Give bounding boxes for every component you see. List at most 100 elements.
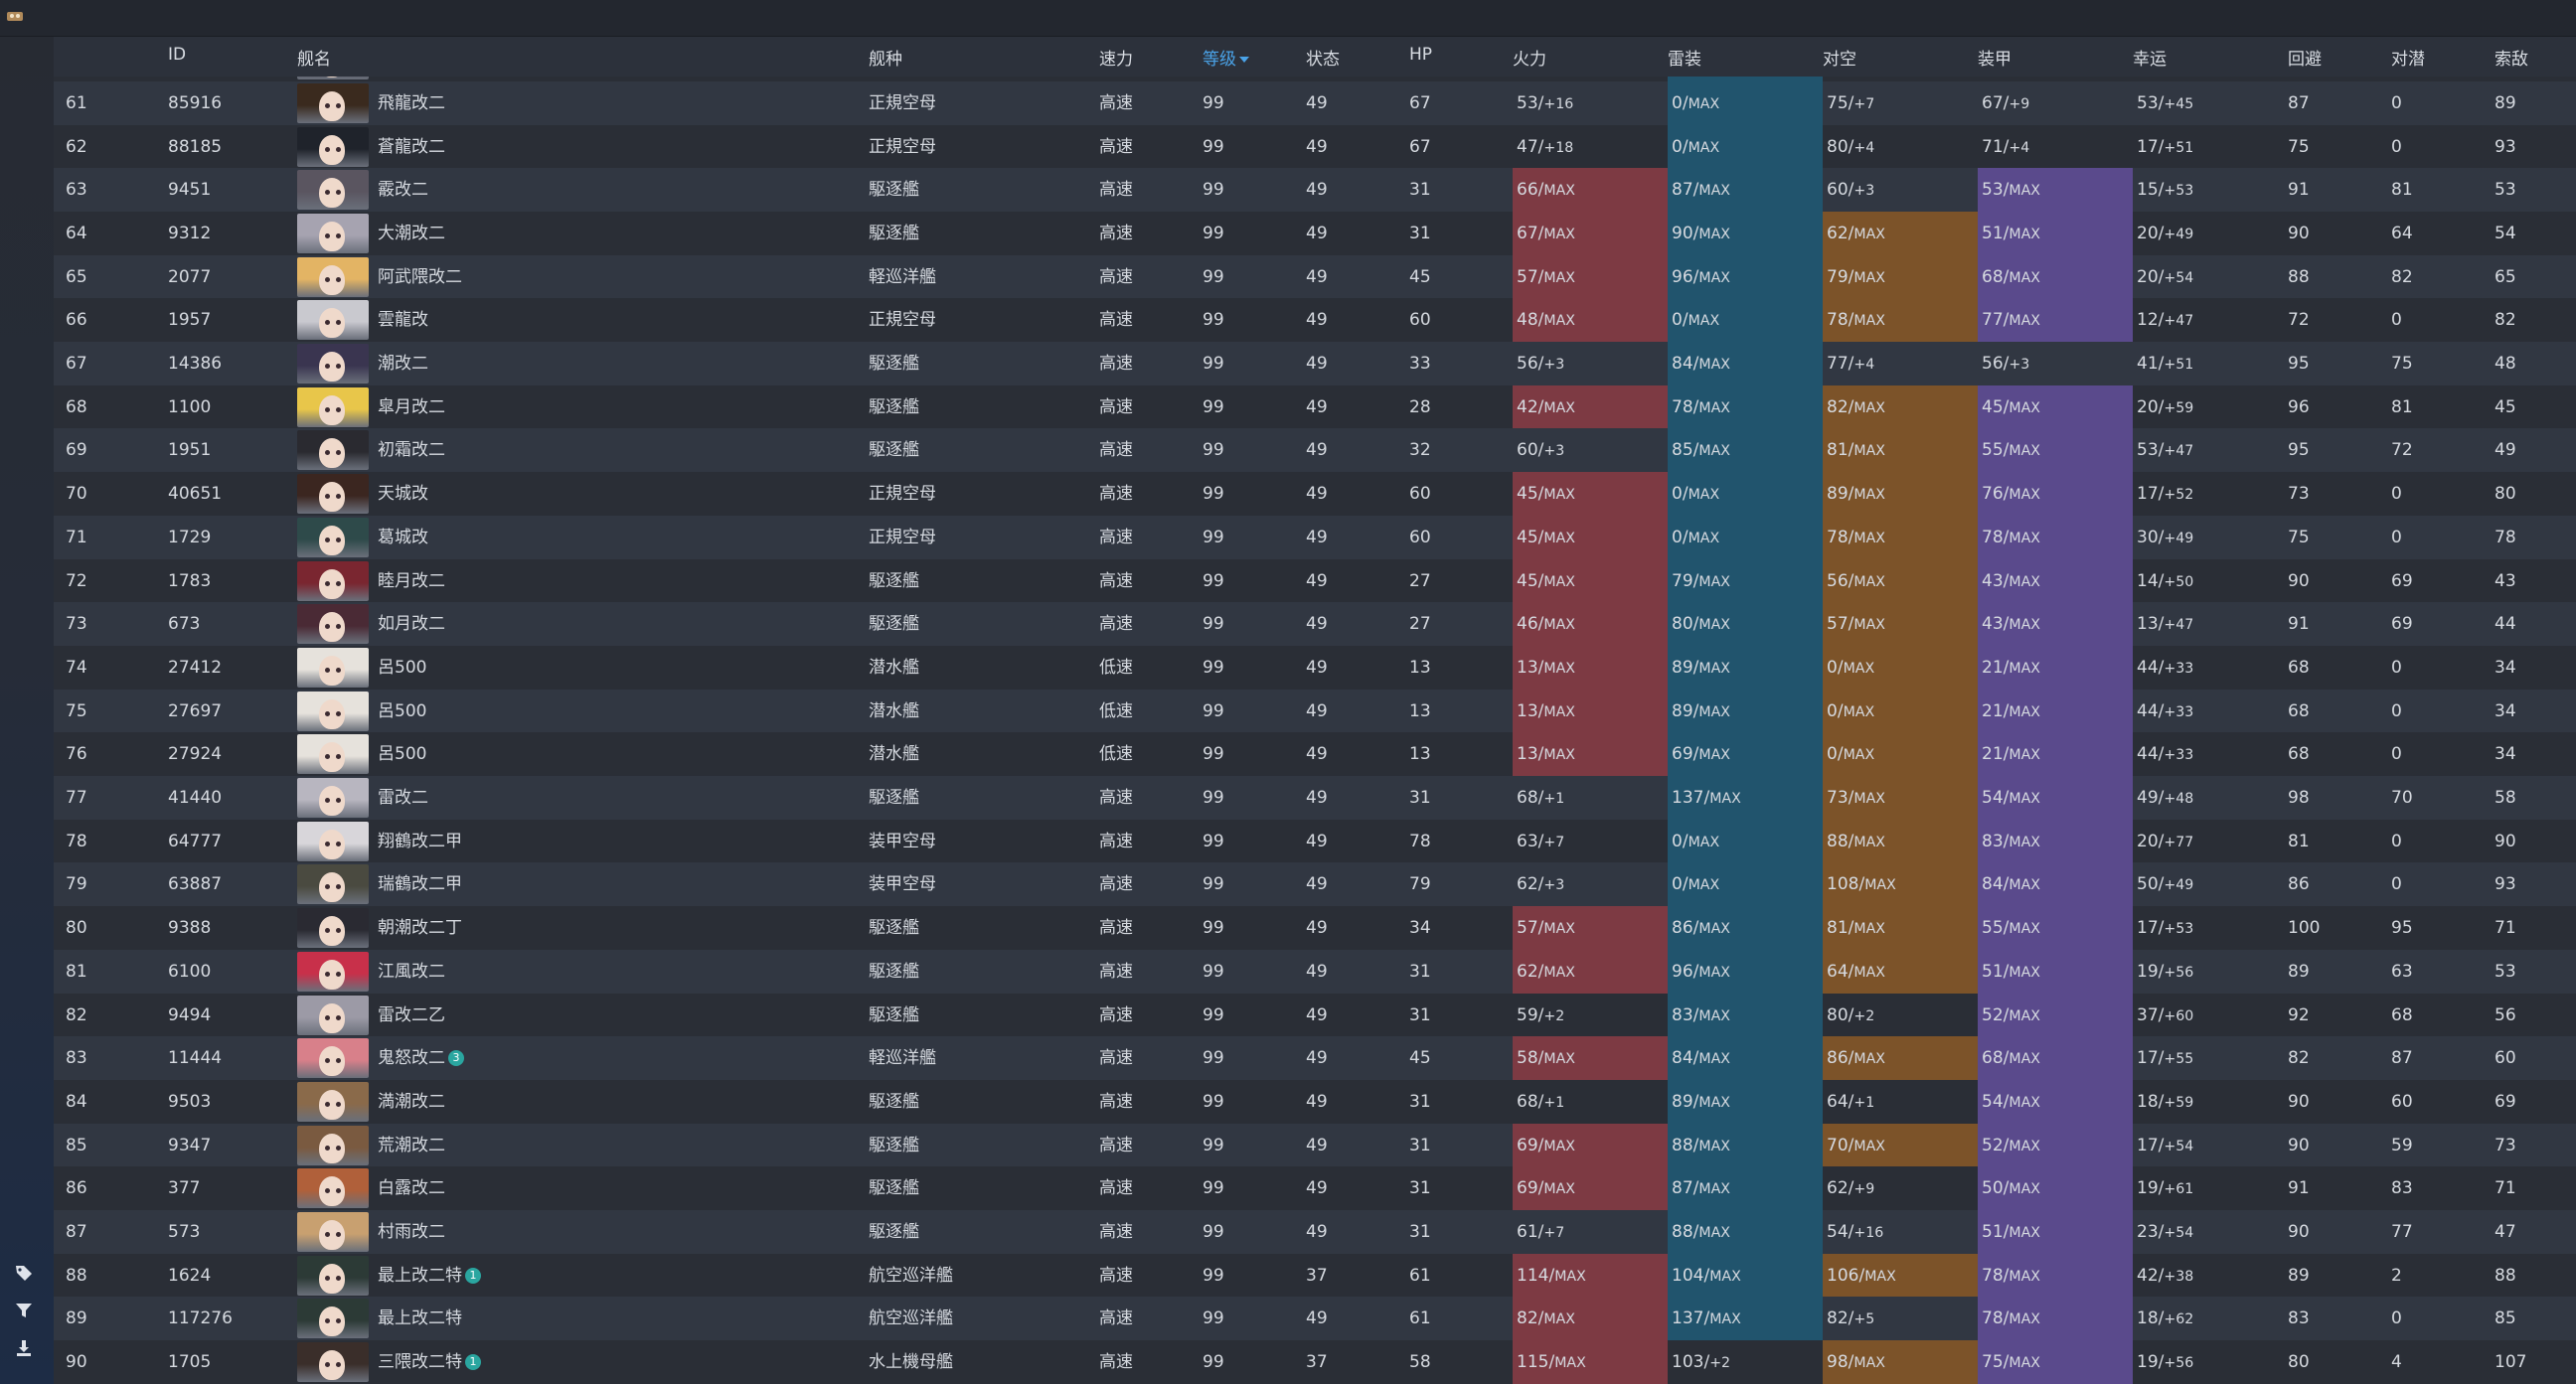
table-row[interactable]: 74 27412 潜水艦 低速 99 49 13 68 0 34 呂500 13/MAX 89/MAX 0… xyxy=(54,645,2576,690)
stat-antiair-modifier: MAX xyxy=(1853,443,1885,460)
ship-name[interactable]: 如月改二 xyxy=(378,602,445,646)
table-row[interactable]: 83 11444 軽巡洋艦 高速 99 49 45 82 87 60 鬼怒改二 3 58/MAX 84/M… xyxy=(54,1036,2576,1081)
ship-name[interactable]: 阿武隈改二 xyxy=(378,255,462,299)
ship-name[interactable]: 葛城改 xyxy=(378,516,428,559)
ship-name[interactable]: 雲龍改 xyxy=(378,298,428,342)
ship-name[interactable]: 三隈改二特 1 xyxy=(378,1340,481,1384)
col-id[interactable]: ID xyxy=(168,45,187,65)
stat-torpedo-value: 89 xyxy=(1672,700,1693,721)
ship-name[interactable]: 蒼龍改二 xyxy=(378,125,445,169)
ship-name[interactable]: 村雨改二 xyxy=(378,1210,445,1254)
col-asw[interactable]: 对潜 xyxy=(2391,50,2425,70)
stat-antiair-value: 60 xyxy=(1827,180,1849,201)
table-row[interactable]: 67 14386 駆逐艦 高速 99 49 33 95 75 48 潮改二 56/+3 84/MAX 77… xyxy=(54,342,2576,386)
ship-name[interactable]: 睦月改二 xyxy=(378,559,445,603)
ship-name[interactable]: 翔鶴改二甲 xyxy=(378,820,462,863)
table-row[interactable]: 90 1705 水上機母艦 高速 99 37 58 80 4 107 三隈改二特 1 115/MAX 10… xyxy=(54,1340,2576,1384)
col-speed[interactable]: 速力 xyxy=(1099,50,1133,70)
ship-name[interactable]: 江風改二 xyxy=(378,950,445,994)
ship-name[interactable]: 大潮改二 xyxy=(378,212,445,255)
table-row[interactable]: 88 1624 航空巡洋艦 高速 99 37 61 89 2 88 最上改二特 1 114/MAX 104… xyxy=(54,1253,2576,1298)
ship-type: 駆逐艦 xyxy=(869,1004,919,1025)
table-row[interactable]: 81 6100 駆逐艦 高速 99 49 31 89 63 53 江風改二 62/MAX 96/MAX 6… xyxy=(54,949,2576,994)
col-level[interactable]: 等级 xyxy=(1203,45,1249,70)
table-row[interactable]: 73 673 駆逐艦 高速 99 49 27 91 69 44 如月改二 46/MAX 80/MAX 57… xyxy=(54,602,2576,647)
ship-name[interactable]: 瑞鶴改二甲 xyxy=(378,862,462,906)
stat-luck: 12/+47 xyxy=(2137,310,2194,331)
table-row[interactable]: 84 9503 駆逐艦 高速 99 49 31 90 60 69 満潮改二 68/+1 89/MAX 64… xyxy=(54,1079,2576,1124)
ship-type: 駆逐艦 xyxy=(869,1091,919,1112)
ship-asw: 0 xyxy=(2391,744,2402,765)
ship-name[interactable]: 雷改二乙 xyxy=(378,994,445,1037)
table-row[interactable]: 85 9347 駆逐艦 高速 99 49 31 90 59 73 荒潮改二 69/MAX 88/MAX 7… xyxy=(54,1123,2576,1167)
col-firepower[interactable]: 火力 xyxy=(1513,50,1546,70)
ship-level: 99 xyxy=(1203,396,1224,417)
table-row[interactable]: 71 1729 正規空母 高速 99 49 60 75 0 78 葛城改 45/MAX 0/MAX 78/… xyxy=(54,515,2576,559)
ship-name[interactable]: 最上改二特 1 xyxy=(378,1254,481,1298)
ship-name[interactable]: 呂500 xyxy=(378,690,426,733)
ship-name[interactable]: 初霜改二 xyxy=(378,428,445,472)
ship-level: 99 xyxy=(1203,614,1224,635)
ship-name[interactable]: 白露改二 xyxy=(378,1166,445,1210)
ship-condition: 49 xyxy=(1306,1135,1328,1155)
ship-type: 駆逐艦 xyxy=(869,1178,919,1199)
table-row[interactable]: 86 377 駆逐艦 高速 99 49 31 91 83 71 白露改二 69/MAX 87/MAX 62… xyxy=(54,1166,2576,1211)
ship-name[interactable]: 荒潮改二 xyxy=(378,1124,445,1167)
table-row[interactable]: 61 85916 正規空母 高速 99 49 67 87 0 89 飛龍改二 53/+16 0/MAX 7… xyxy=(54,80,2576,125)
table-row[interactable]: 63 9451 駆逐艦 高速 99 49 31 91 81 53 霰改二 66/MAX 87/MAX 60… xyxy=(54,168,2576,213)
table-row[interactable]: 62 88185 正規空母 高速 99 49 67 75 0 93 蒼龍改二 47/+18 0/MAX 8… xyxy=(54,124,2576,169)
col-torpedo[interactable]: 雷装 xyxy=(1668,50,1701,70)
col-type[interactable]: 舰种 xyxy=(869,50,902,70)
table-row[interactable]: 70 40651 正規空母 高速 99 49 60 73 0 80 天城改 45/MAX 0/MAX 89… xyxy=(54,472,2576,517)
stat-firepower-modifier: MAX xyxy=(1543,1138,1575,1154)
ship-speed: 高速 xyxy=(1099,1048,1133,1069)
table-row[interactable]: 69 1951 駆逐艦 高速 99 49 32 95 72 49 初霜改二 60/+3 85/MAX 81… xyxy=(54,428,2576,473)
table-row[interactable]: 78 64777 装甲空母 高速 99 49 78 81 0 90 翔鶴改二甲 63/+7 0/MAX 8… xyxy=(54,819,2576,863)
ship-name[interactable]: 潮改二 xyxy=(378,342,428,385)
ship-name[interactable]: 皐月改二 xyxy=(378,385,445,429)
tag-icon[interactable] xyxy=(12,1261,36,1285)
ship-name[interactable]: 呂500 xyxy=(378,732,426,776)
ship-name[interactable]: 霰改二 xyxy=(378,168,428,212)
table-row[interactable]: 89 117276 航空巡洋艦 高速 99 49 61 83 0 85 最上改二特 82/MAX 137… xyxy=(54,1297,2576,1341)
download-icon[interactable] xyxy=(12,1336,36,1360)
ship-name[interactable]: 呂500 xyxy=(378,646,426,690)
table-row[interactable]: 79 63887 装甲空母 高速 99 49 79 86 0 93 瑞鶴改二甲 62/+3 0/MAX 1… xyxy=(54,862,2576,907)
stat-armor-modifier: MAX xyxy=(2009,964,2040,981)
table-row[interactable]: 66 1957 正規空母 高速 99 49 60 72 0 82 雲龍改 48/MAX 0/MAX 78/… xyxy=(54,298,2576,343)
ship-name-text: 蒼龍改二 xyxy=(378,136,445,157)
table-row[interactable]: 64 9312 駆逐艦 高速 99 49 31 90 64 54 大潮改二 67/MAX 90/MAX 6… xyxy=(54,211,2576,255)
stat-antiair-value: 88 xyxy=(1827,831,1849,851)
col-name[interactable]: 舰名 xyxy=(297,50,331,70)
table-row[interactable]: 80 9388 駆逐艦 高速 99 49 34 100 95 71 朝潮改二丁 57/MAX 86/MA… xyxy=(54,906,2576,951)
table-row[interactable]: 72 1783 駆逐艦 高速 99 49 27 90 69 43 睦月改二 45/MAX 79/MAX 5… xyxy=(54,558,2576,603)
table-row[interactable]: 65 2077 軽巡洋艦 高速 99 49 45 88 82 65 阿武隈改二 57/MAX 96/MA… xyxy=(54,254,2576,299)
ship-name[interactable]: 天城改 xyxy=(378,472,428,516)
col-evasion[interactable]: 回避 xyxy=(2288,50,2322,70)
row-number: 67 xyxy=(66,354,87,375)
ship-name[interactable]: 朝潮改二丁 xyxy=(378,906,462,950)
stat-firepower: 13/MAX xyxy=(1513,645,1668,690)
stat-armor-modifier: MAX xyxy=(2009,1051,2040,1068)
ship-name[interactable]: 最上改二特 xyxy=(378,1297,462,1340)
col-los[interactable]: 索敌 xyxy=(2495,50,2528,70)
table-row[interactable]: 68 1100 駆逐艦 高速 99 49 28 96 81 45 皐月改二 42/MAX 78/MAX 8… xyxy=(54,384,2576,429)
table-row[interactable]: 77 41440 駆逐艦 高速 99 49 31 98 70 58 雷改二 68/+1 137/MAX 7… xyxy=(54,776,2576,821)
filter-icon[interactable] xyxy=(12,1299,36,1322)
table-row[interactable]: 82 9494 駆逐艦 高速 99 49 31 92 68 56 雷改二乙 59/+2 83/MAX 80… xyxy=(54,993,2576,1037)
table-row[interactable]: 76 27924 潜水艦 低速 99 49 13 68 0 34 呂500 13/MAX 69/MAX 0… xyxy=(54,732,2576,777)
col-condition[interactable]: 状态 xyxy=(1306,50,1340,70)
col-armor[interactable]: 装甲 xyxy=(1978,50,2012,70)
col-hp[interactable]: HP xyxy=(1409,45,1433,65)
table-row[interactable]: 75 27697 潜水艦 低速 99 49 13 68 0 34 呂500 13/MAX 89/MAX 0… xyxy=(54,689,2576,733)
ship-speed: 高速 xyxy=(1099,1004,1133,1025)
ship-name[interactable]: 飛龍改二 xyxy=(378,81,445,125)
table-row[interactable]: 87 573 駆逐艦 高速 99 49 31 90 77 47 村雨改二 61/+7 88/MAX 54/… xyxy=(54,1210,2576,1255)
ship-name[interactable]: 鬼怒改二 3 xyxy=(378,1036,464,1080)
stat-luck-value: 17 xyxy=(2137,1048,2159,1069)
ship-name[interactable]: 雷改二 xyxy=(378,776,428,820)
col-antiair[interactable]: 对空 xyxy=(1823,50,1856,70)
ship-name[interactable]: 満潮改二 xyxy=(378,1080,445,1124)
col-luck[interactable]: 幸运 xyxy=(2133,50,2167,70)
app-logo-icon[interactable] xyxy=(6,9,24,23)
